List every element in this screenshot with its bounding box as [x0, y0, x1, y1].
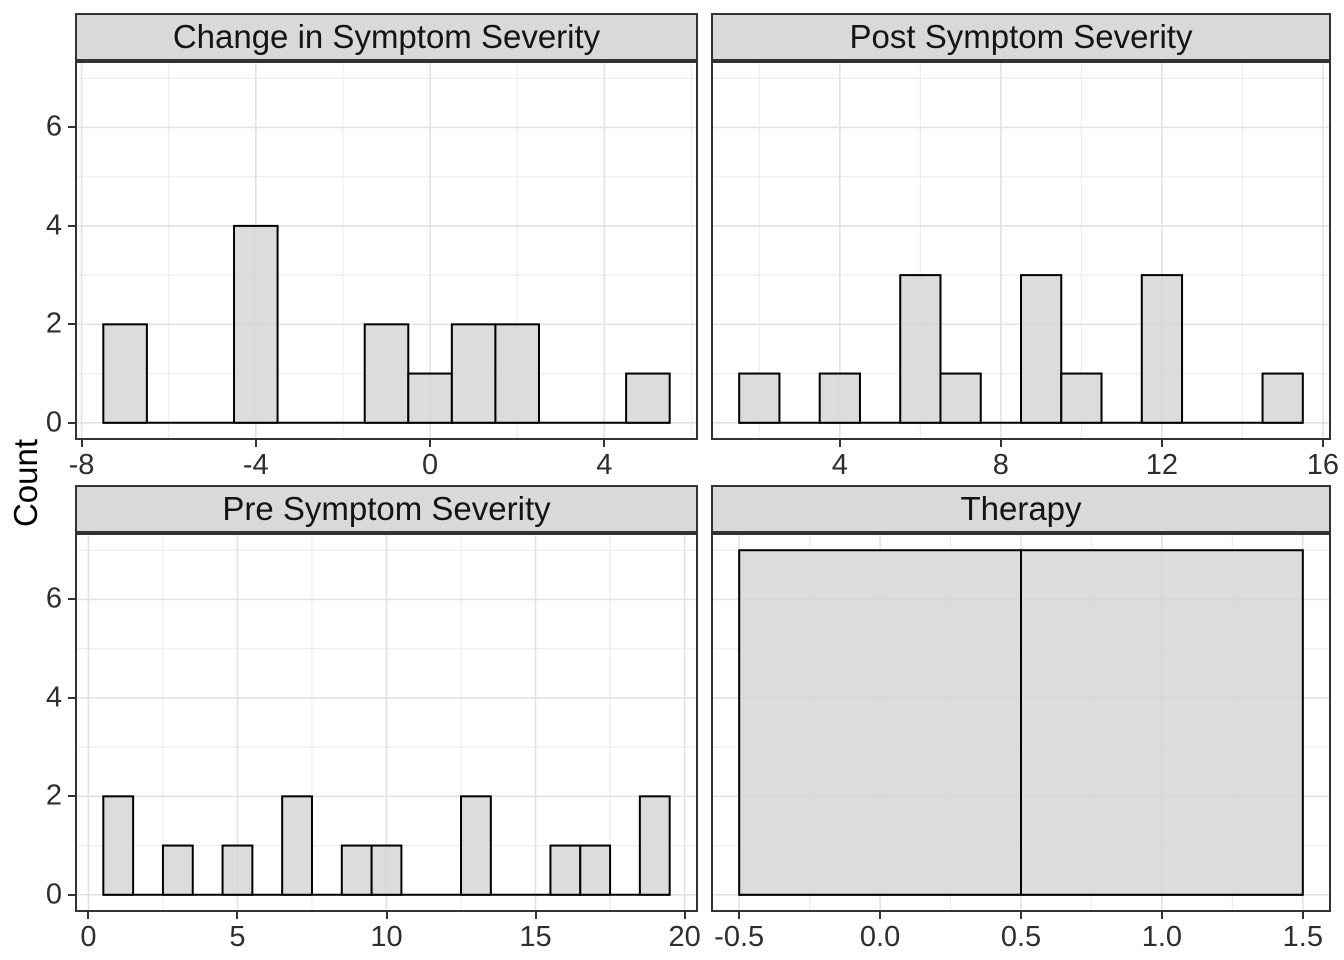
y-tick-label: 0 — [45, 406, 62, 439]
x-tick-label: 8 — [992, 449, 1009, 481]
histogram-bar — [738, 372, 781, 424]
histogram-bar — [460, 795, 492, 896]
x-tick-mark — [1160, 912, 1163, 919]
histogram-bar — [161, 844, 194, 896]
histogram-bar — [233, 224, 279, 424]
x-tick-label: 0.0 — [859, 921, 901, 953]
x-tick-label: 0 — [421, 449, 439, 481]
y-axis-title: Count — [7, 438, 44, 528]
x-tick-mark — [683, 912, 686, 919]
y-tick-label: 4 — [45, 681, 62, 714]
x-tick-mark — [1160, 440, 1163, 447]
y-tick-mark — [68, 696, 75, 699]
panel-border — [711, 533, 1331, 912]
x-tick-mark — [1020, 912, 1022, 919]
histogram-bar — [407, 372, 453, 424]
x-tick-mark — [738, 912, 741, 919]
facet-title: Post Symptom Severity — [849, 18, 1193, 55]
histogram-bar — [370, 844, 403, 896]
histogram-bar — [1140, 274, 1184, 424]
x-tick-label: 0 — [80, 921, 97, 953]
facet-title: Pre Symptom Severity — [222, 490, 551, 527]
x-tick-mark — [87, 912, 90, 919]
panel-border — [711, 61, 1331, 440]
histogram-bar — [221, 844, 254, 896]
x-tick-mark — [429, 440, 432, 447]
histogram-bar — [102, 795, 135, 896]
histogram-bar — [494, 323, 540, 424]
panel-border — [75, 61, 698, 440]
histogram-bar — [579, 844, 612, 896]
y-tick-label: 2 — [45, 779, 62, 812]
y-tick-label: 4 — [45, 209, 62, 242]
x-tick-label: 0.5 — [1000, 921, 1042, 953]
histogram-bar — [363, 323, 410, 424]
x-tick-label: 4 — [831, 449, 848, 481]
x-tick-mark — [534, 912, 537, 919]
x-tick-label: 1.0 — [1141, 921, 1183, 953]
x-tick-label: 15 — [519, 921, 552, 953]
histogram-bar — [1020, 274, 1063, 424]
histogram-bar — [1261, 372, 1304, 424]
y-tick-mark — [68, 795, 75, 798]
histogram-bar — [281, 795, 313, 896]
histogram-bar — [899, 274, 942, 424]
facet-title: Change in Symptom Severity — [172, 18, 601, 55]
y-tick-label: 0 — [45, 878, 62, 911]
x-tick-mark — [879, 912, 882, 919]
x-tick-label: -8 — [68, 449, 95, 481]
x-tick-mark — [1301, 912, 1304, 919]
facet-strip: Pre Symptom Severity — [75, 485, 698, 533]
x-tick-label: 1.5 — [1282, 921, 1323, 953]
x-tick-mark — [385, 912, 388, 919]
facet-panel — [711, 533, 1331, 912]
y-tick-mark — [68, 224, 75, 227]
y-tick-label: 6 — [45, 110, 62, 143]
x-tick-label: 20 — [668, 921, 701, 953]
facet-strip: Post Symptom Severity — [711, 13, 1331, 61]
x-tick-mark — [80, 440, 83, 447]
y-tick-mark — [68, 893, 75, 896]
histogram-bar — [1060, 372, 1103, 424]
histogram-bar — [102, 323, 148, 424]
facet-panel — [75, 61, 698, 440]
histogram-bar — [625, 372, 671, 424]
x-tick-label: 16 — [1306, 449, 1340, 481]
y-tick-mark — [68, 126, 75, 129]
x-tick-label: 4 — [596, 449, 613, 481]
x-tick-mark — [603, 440, 606, 447]
histogram-bar — [340, 844, 373, 896]
y-tick-mark — [68, 421, 75, 424]
x-tick-mark — [999, 440, 1002, 447]
facet-title: Therapy — [960, 490, 1082, 527]
facet-strip: Therapy — [711, 485, 1331, 533]
histogram-bar — [549, 844, 582, 896]
x-tick-label: 5 — [229, 921, 246, 953]
x-tick-mark — [1321, 440, 1324, 447]
y-tick-mark — [68, 598, 75, 601]
facet-panel — [711, 61, 1331, 440]
facet-panel — [75, 533, 698, 912]
x-tick-label: -4 — [242, 449, 269, 481]
histogram-bar — [450, 323, 497, 424]
x-tick-mark — [838, 440, 841, 447]
x-tick-label: -0.5 — [714, 921, 765, 953]
histogram-bar — [738, 549, 1022, 896]
facet-strip: Change in Symptom Severity — [75, 13, 698, 61]
y-tick-mark — [68, 323, 75, 326]
histogram-bar — [638, 795, 671, 896]
x-tick-mark — [236, 912, 239, 919]
histogram-bar — [818, 372, 861, 424]
y-tick-label: 2 — [45, 307, 62, 340]
y-tick-label: 6 — [45, 582, 62, 615]
histogram-bar — [1020, 549, 1304, 896]
x-tick-mark — [254, 440, 257, 447]
x-tick-label: 10 — [370, 921, 403, 953]
panel-border — [75, 533, 698, 912]
histogram-bar — [939, 372, 982, 424]
x-tick-label: 12 — [1145, 449, 1179, 481]
